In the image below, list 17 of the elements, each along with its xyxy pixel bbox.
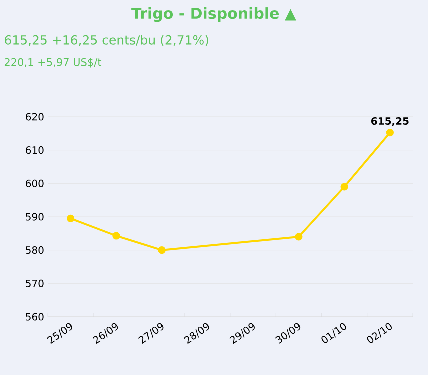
point	[386, 129, 394, 137]
y-tick-label: 570	[26, 280, 44, 288]
point	[340, 183, 348, 191]
chart-subtitle: 615,25 +16,25 cents/bu (2,71%)	[5, 35, 208, 46]
y-tick-label: 610	[26, 146, 44, 154]
y-tick-label: 560	[26, 313, 44, 321]
y-tick-label: 590	[26, 213, 44, 221]
y-tick-label: 580	[26, 246, 44, 254]
point	[158, 246, 166, 254]
y-tick-label: 600	[26, 180, 44, 188]
text: 220,1 +5,97 US$/t	[4, 58, 102, 68]
data-label: 615,25	[372, 117, 409, 126]
chart-title: Trigo - Disponible ▲	[132, 8, 296, 22]
y-tick-label: 620	[26, 113, 44, 121]
point	[295, 233, 303, 241]
point	[67, 214, 75, 222]
point	[112, 232, 120, 240]
